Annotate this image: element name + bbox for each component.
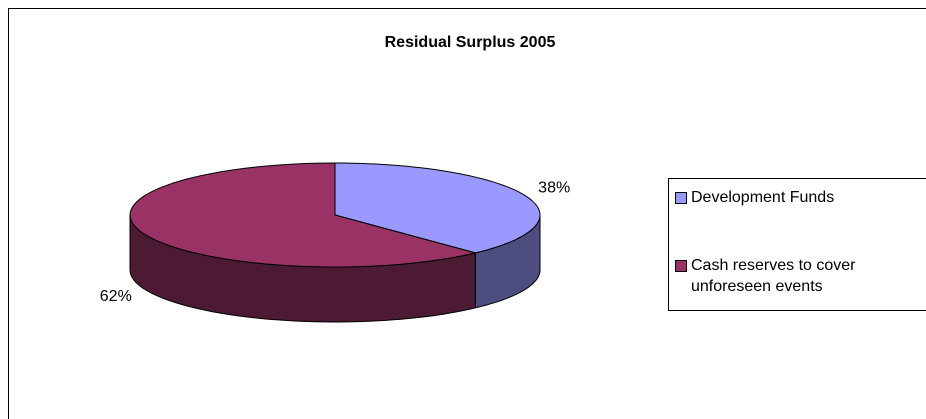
legend-label: Development Funds: [691, 189, 835, 206]
legend-swatch: [675, 192, 687, 204]
legend-entry: Cash reserves to cover unforeseen events: [675, 255, 915, 297]
data-label: 38%: [538, 179, 570, 196]
legend: Development Funds Cash reserves to cover …: [668, 178, 926, 311]
chart-title: Residual Surplus 2005: [385, 34, 556, 51]
legend-entry: Development Funds: [675, 187, 915, 208]
legend-swatch: [675, 260, 687, 272]
data-label: 62%: [100, 288, 132, 305]
pie-slice: [334, 162, 541, 309]
slice-top: [129, 162, 476, 268]
legend-label: Cash reserves to cover unforeseen events: [691, 257, 856, 295]
slice-top: [334, 162, 541, 254]
pie-slice: [129, 162, 476, 323]
